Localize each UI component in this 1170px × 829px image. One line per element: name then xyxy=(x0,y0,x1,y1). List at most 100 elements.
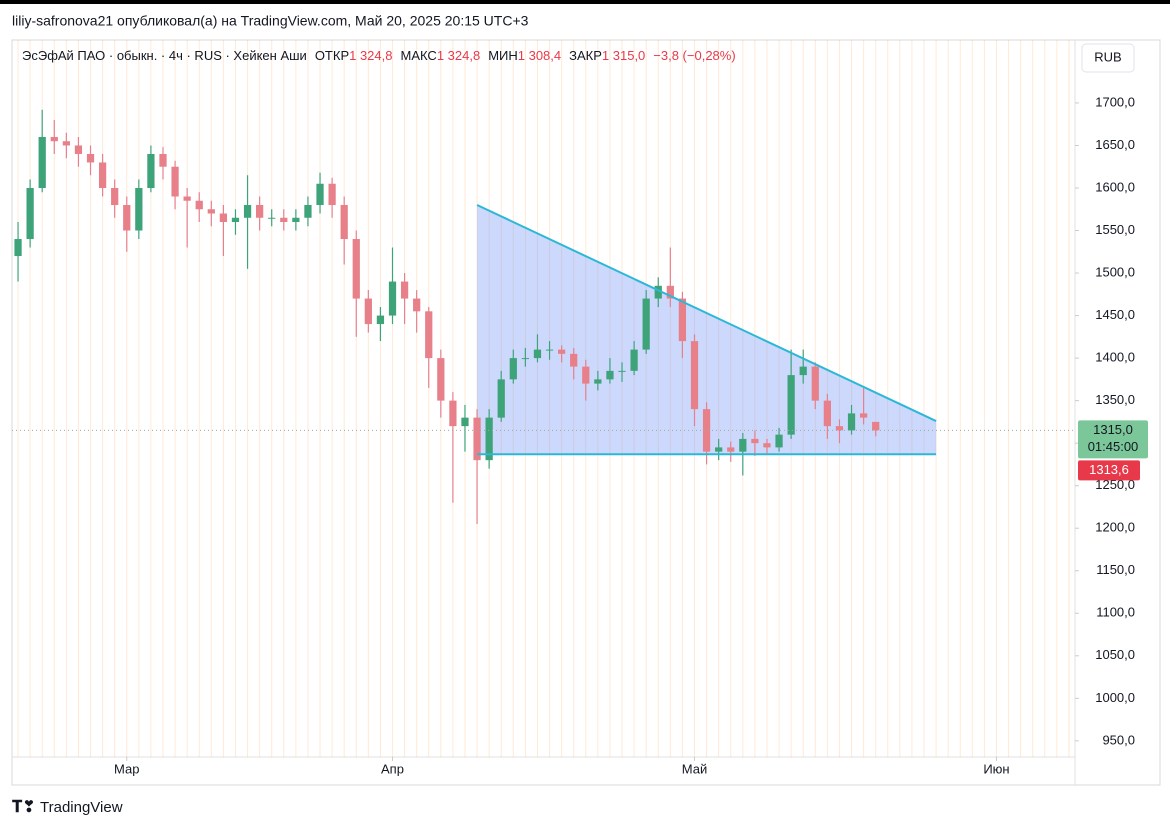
candle-body xyxy=(195,200,203,210)
chart-frame xyxy=(11,39,1161,786)
candle-body xyxy=(183,196,191,201)
candle-body xyxy=(461,417,469,427)
candle-body xyxy=(509,358,517,380)
candle-body xyxy=(787,375,795,435)
ohlc-label: МАКС xyxy=(400,48,436,63)
candle-body xyxy=(437,358,445,401)
candle-body xyxy=(811,366,819,401)
candle-body xyxy=(606,370,614,380)
logo-mark: 𝐓❣ xyxy=(12,799,36,816)
candle-body xyxy=(715,447,723,452)
candle-body xyxy=(739,438,747,452)
x-tick-label: Апр xyxy=(381,761,404,776)
y-tick-label: 1700,0 xyxy=(1095,94,1135,109)
candle-body xyxy=(147,153,155,188)
candle-body xyxy=(582,366,590,384)
ohlc-value: 1 324,8 xyxy=(349,48,392,63)
candle-body xyxy=(268,217,276,219)
countdown: 01:45:00 xyxy=(1088,439,1139,454)
change: −3,8 (−0,28%) xyxy=(653,48,735,63)
ohlc-label: ЗАКР xyxy=(569,48,602,63)
candle-body xyxy=(413,298,421,312)
ohlc-value: 1 315,0 xyxy=(602,48,645,63)
candle-body xyxy=(823,400,831,427)
candle-body xyxy=(50,136,58,142)
candle-body xyxy=(497,379,505,418)
candle-body xyxy=(799,366,807,376)
candle-body xyxy=(485,417,493,461)
y-tick-label: 1350,0 xyxy=(1095,392,1135,407)
y-tick-label: 1050,0 xyxy=(1095,647,1135,662)
candle-body xyxy=(74,145,83,154)
candle-body xyxy=(340,205,348,240)
candle-body xyxy=(666,285,674,299)
ohlc-value: 1 324,8 xyxy=(437,48,480,63)
candle-body xyxy=(400,281,409,299)
y-tick-label: 1000,0 xyxy=(1095,690,1135,705)
prev-price-label: 1313,6 xyxy=(1089,462,1129,477)
candle-body xyxy=(654,285,662,299)
candle-body xyxy=(557,349,566,354)
candle-body xyxy=(171,166,179,197)
candle-body xyxy=(872,421,880,431)
candle-body xyxy=(207,209,215,214)
candle-body xyxy=(473,417,481,461)
candle-body xyxy=(388,281,397,316)
candle-body xyxy=(159,153,167,167)
candle-body xyxy=(364,298,372,325)
candle-body xyxy=(594,379,602,384)
y-tick-label: 1200,0 xyxy=(1095,520,1135,535)
candle-body xyxy=(135,187,143,231)
triangle-fill xyxy=(477,205,937,455)
y-tick-label: 1450,0 xyxy=(1095,307,1135,322)
candle-body xyxy=(702,409,711,452)
ohlc-label: МИН xyxy=(488,48,518,63)
candle-body xyxy=(304,205,312,218)
candle-body xyxy=(751,438,759,444)
candle-body xyxy=(376,315,385,325)
y-tick-label: 1250,0 xyxy=(1095,477,1135,492)
last-price-label: 1315,0 xyxy=(1093,422,1133,437)
candle-body xyxy=(62,141,70,146)
candle-body xyxy=(26,187,34,240)
candle-body xyxy=(38,136,46,188)
last-price-box xyxy=(1078,420,1148,459)
candle-body xyxy=(14,239,22,257)
x-tick-label: Мар xyxy=(114,761,139,776)
candle-body xyxy=(835,426,844,431)
candle-body xyxy=(256,205,264,218)
y-tick-label: 1600,0 xyxy=(1095,179,1135,194)
candle-body xyxy=(859,413,868,418)
candle-body xyxy=(86,153,95,163)
candle-body xyxy=(545,349,554,351)
symbol: ЭсЭфАй ПАО · обыкн. · 4ч · RUS · Хейкен … xyxy=(22,48,736,63)
candle-body xyxy=(570,353,578,367)
candle-body xyxy=(328,183,336,206)
candle-body xyxy=(775,434,783,448)
candle-body xyxy=(763,443,771,448)
y-tick-label: 1650,0 xyxy=(1095,137,1135,152)
candle-body xyxy=(231,217,240,223)
currency[interactable]: RUB xyxy=(1094,49,1121,64)
candle-body xyxy=(449,400,457,427)
prev-price-box xyxy=(1078,460,1140,481)
triangle-upper xyxy=(476,204,937,422)
candle-body xyxy=(847,413,856,431)
y-tick-label: 1150,0 xyxy=(1096,562,1135,577)
logo: 𝐓❣ TradingView xyxy=(12,799,123,816)
ohlc-value: 1 308,4 xyxy=(518,48,561,63)
x-tick-label: Май xyxy=(682,761,707,776)
currency-button[interactable] xyxy=(1081,43,1135,73)
candle-body xyxy=(727,447,735,452)
logo-text: TradingView xyxy=(40,799,123,816)
candle-body xyxy=(678,298,687,342)
top-bar xyxy=(0,0,1170,4)
candle-body xyxy=(642,298,650,350)
ohlc-label: ОТКР xyxy=(315,48,349,63)
x-tick-label: Июн xyxy=(983,761,1009,776)
y-tick-label: 1100,0 xyxy=(1096,605,1135,620)
candle-body xyxy=(123,205,131,231)
y-tick-label: 1550,0 xyxy=(1095,222,1135,237)
